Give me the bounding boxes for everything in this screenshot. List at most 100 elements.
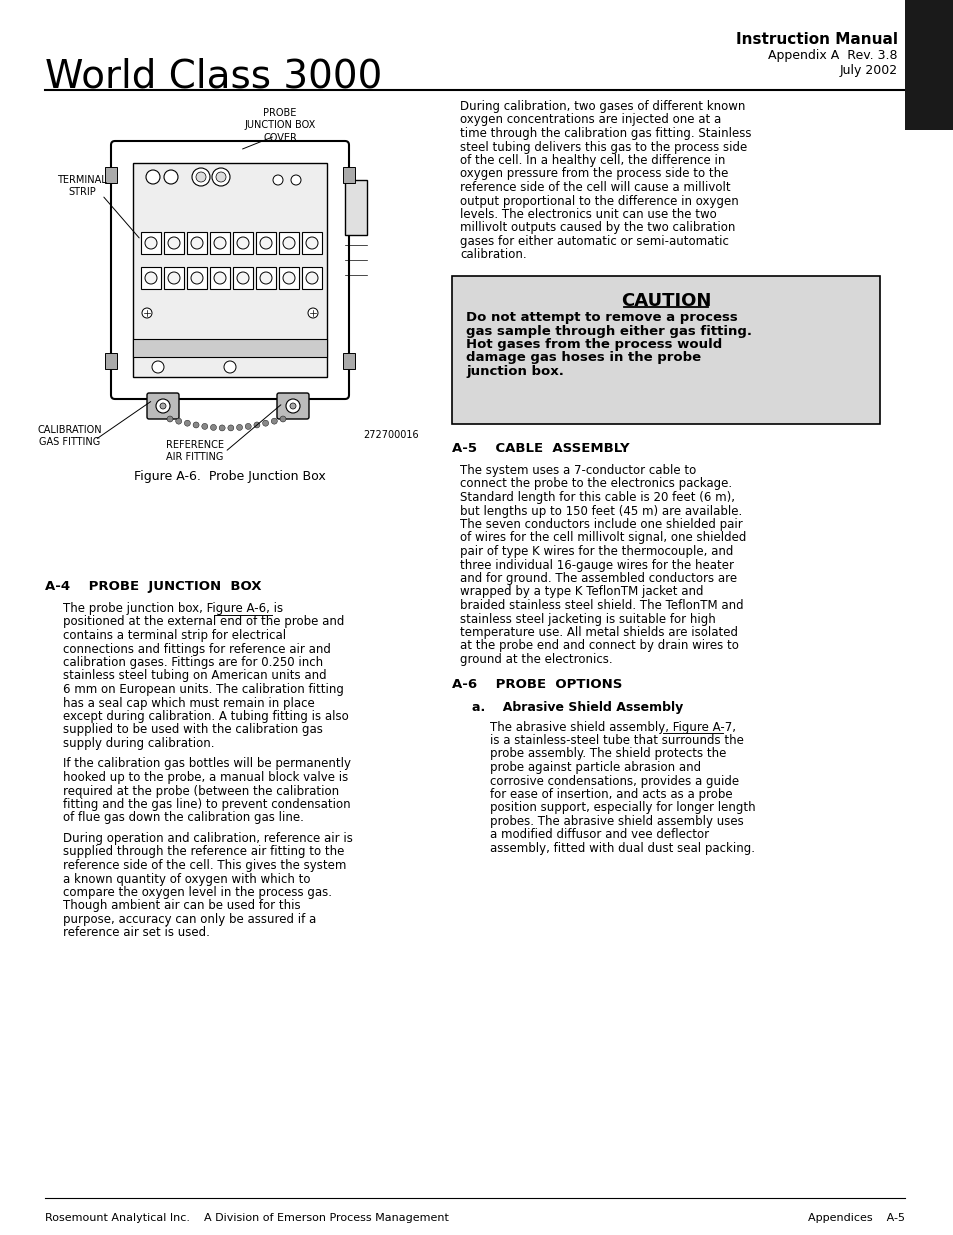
Circle shape xyxy=(175,419,181,424)
Text: assembly, fitted with dual dust seal packing.: assembly, fitted with dual dust seal pac… xyxy=(490,842,754,855)
Bar xyxy=(343,167,355,183)
Text: position support, especially for longer length: position support, especially for longer … xyxy=(490,802,755,815)
Circle shape xyxy=(260,272,272,284)
Text: ground at the electronics.: ground at the electronics. xyxy=(459,653,612,666)
Text: World Class 3000: World Class 3000 xyxy=(45,58,382,96)
FancyBboxPatch shape xyxy=(147,393,179,419)
Text: temperature use. All metal shields are isolated: temperature use. All metal shields are i… xyxy=(459,626,738,638)
Text: CAUTION: CAUTION xyxy=(620,291,710,310)
Text: contains a terminal strip for electrical: contains a terminal strip for electrical xyxy=(63,629,286,642)
Circle shape xyxy=(152,361,164,373)
Circle shape xyxy=(280,416,286,422)
Text: Though ambient air can be used for this: Though ambient air can be used for this xyxy=(63,899,300,913)
Text: Figure A-6.  Probe Junction Box: Figure A-6. Probe Junction Box xyxy=(134,471,326,483)
Circle shape xyxy=(145,237,157,249)
Circle shape xyxy=(156,399,170,412)
Bar xyxy=(255,232,275,254)
Bar xyxy=(141,267,161,289)
Bar xyxy=(343,353,355,369)
Text: a modified diffusor and vee deflector: a modified diffusor and vee deflector xyxy=(490,829,708,841)
Circle shape xyxy=(184,420,191,426)
Circle shape xyxy=(283,237,294,249)
Bar xyxy=(105,353,117,369)
Text: calibration gases. Fittings are for 0.250 inch: calibration gases. Fittings are for 0.25… xyxy=(63,656,323,669)
Circle shape xyxy=(283,272,294,284)
Text: Appendix A  Rev. 3.8: Appendix A Rev. 3.8 xyxy=(768,49,897,62)
Text: 6 mm on European units. The calibration fitting: 6 mm on European units. The calibration … xyxy=(63,683,343,697)
Circle shape xyxy=(167,416,172,422)
Text: wrapped by a type K TeflonTM jacket and: wrapped by a type K TeflonTM jacket and xyxy=(459,585,702,599)
Bar xyxy=(302,267,322,289)
Text: The seven conductors include one shielded pair: The seven conductors include one shielde… xyxy=(459,517,742,531)
Text: a.    Abrasive Shield Assembly: a. Abrasive Shield Assembly xyxy=(472,700,682,714)
Circle shape xyxy=(215,172,226,182)
Circle shape xyxy=(306,272,317,284)
Circle shape xyxy=(306,237,317,249)
Bar xyxy=(132,338,327,357)
Text: supply during calibration.: supply during calibration. xyxy=(63,737,214,750)
Circle shape xyxy=(191,237,203,249)
Circle shape xyxy=(236,237,249,249)
Text: supplied through the reference air fitting to the: supplied through the reference air fitti… xyxy=(63,846,344,858)
Text: During calibration, two gases of different known: During calibration, two gases of differe… xyxy=(459,100,744,112)
Text: gases for either automatic or semi-automatic: gases for either automatic or semi-autom… xyxy=(459,235,728,248)
Text: stainless steel tubing on American units and: stainless steel tubing on American units… xyxy=(63,669,326,683)
Text: TERMINAL
STRIP: TERMINAL STRIP xyxy=(57,175,107,198)
Bar xyxy=(233,232,253,254)
Text: of the cell. In a healthy cell, the difference in: of the cell. In a healthy cell, the diff… xyxy=(459,154,724,167)
Text: compare the oxygen level in the process gas.: compare the oxygen level in the process … xyxy=(63,885,332,899)
Text: reference side of the cell will cause a millivolt: reference side of the cell will cause a … xyxy=(459,182,730,194)
Text: steel tubing delivers this gas to the process side: steel tubing delivers this gas to the pr… xyxy=(459,141,746,153)
Bar xyxy=(187,267,207,289)
Circle shape xyxy=(168,237,180,249)
Circle shape xyxy=(286,399,299,412)
Circle shape xyxy=(160,403,166,409)
Text: braided stainless steel shield. The TeflonTM and: braided stainless steel shield. The Tefl… xyxy=(459,599,742,613)
Text: hooked up to the probe, a manual block valve is: hooked up to the probe, a manual block v… xyxy=(63,771,348,784)
Text: If the calibration gas bottles will be permanently: If the calibration gas bottles will be p… xyxy=(63,757,351,771)
Circle shape xyxy=(145,272,157,284)
Text: oxygen pressure from the process side to the: oxygen pressure from the process side to… xyxy=(459,168,727,180)
Text: Instruction Manual: Instruction Manual xyxy=(735,32,897,47)
Bar xyxy=(132,163,327,377)
Circle shape xyxy=(253,422,259,429)
Text: During operation and calibration, reference air is: During operation and calibration, refere… xyxy=(63,832,353,845)
Text: purpose, accuracy can only be assured if a: purpose, accuracy can only be assured if… xyxy=(63,913,315,926)
Circle shape xyxy=(191,272,203,284)
Text: oxygen concentrations are injected one at a: oxygen concentrations are injected one a… xyxy=(459,114,720,126)
Text: of flue gas down the calibration gas line.: of flue gas down the calibration gas lin… xyxy=(63,811,304,825)
Text: The probe junction box, Figure A-6, is: The probe junction box, Figure A-6, is xyxy=(63,601,283,615)
Text: probe assembly. The shield protects the: probe assembly. The shield protects the xyxy=(490,747,725,761)
Text: CALIBRATION
GAS FITTING: CALIBRATION GAS FITTING xyxy=(38,425,102,447)
Bar xyxy=(345,180,367,235)
Bar xyxy=(164,267,184,289)
Text: gas sample through either gas fitting.: gas sample through either gas fitting. xyxy=(465,325,751,337)
Circle shape xyxy=(201,424,208,430)
Text: damage gas hoses in the probe: damage gas hoses in the probe xyxy=(465,352,700,364)
Bar xyxy=(278,232,298,254)
Circle shape xyxy=(195,172,206,182)
Circle shape xyxy=(168,272,180,284)
Circle shape xyxy=(236,272,249,284)
Text: REFERENCE
AIR FITTING: REFERENCE AIR FITTING xyxy=(166,440,224,462)
Circle shape xyxy=(219,425,225,431)
Text: Rosemount Analytical Inc.    A Division of Emerson Process Management: Rosemount Analytical Inc. A Division of … xyxy=(45,1213,449,1223)
Bar xyxy=(210,267,230,289)
Bar xyxy=(164,232,184,254)
Text: positioned at the external end of the probe and: positioned at the external end of the pr… xyxy=(63,615,344,629)
Text: of wires for the cell millivolt signal, one shielded: of wires for the cell millivolt signal, … xyxy=(459,531,745,545)
Text: Standard length for this cable is 20 feet (6 m),: Standard length for this cable is 20 fee… xyxy=(459,492,734,504)
Text: except during calibration. A tubing fitting is also: except during calibration. A tubing fitt… xyxy=(63,710,349,722)
Circle shape xyxy=(193,422,199,429)
Text: Do not attempt to remove a process: Do not attempt to remove a process xyxy=(465,311,737,324)
Text: Appendices    A-5: Appendices A-5 xyxy=(807,1213,904,1223)
Text: levels. The electronics unit can use the two: levels. The electronics unit can use the… xyxy=(459,207,716,221)
Circle shape xyxy=(146,170,160,184)
FancyBboxPatch shape xyxy=(111,141,349,399)
Text: probe against particle abrasion and: probe against particle abrasion and xyxy=(490,761,700,774)
Text: at the probe end and connect by drain wires to: at the probe end and connect by drain wi… xyxy=(459,640,739,652)
Text: and for ground. The assembled conductors are: and for ground. The assembled conductors… xyxy=(459,572,737,585)
Circle shape xyxy=(213,272,226,284)
Text: fitting and the gas line) to prevent condensation: fitting and the gas line) to prevent con… xyxy=(63,798,351,811)
Text: July 2002: July 2002 xyxy=(839,64,897,77)
